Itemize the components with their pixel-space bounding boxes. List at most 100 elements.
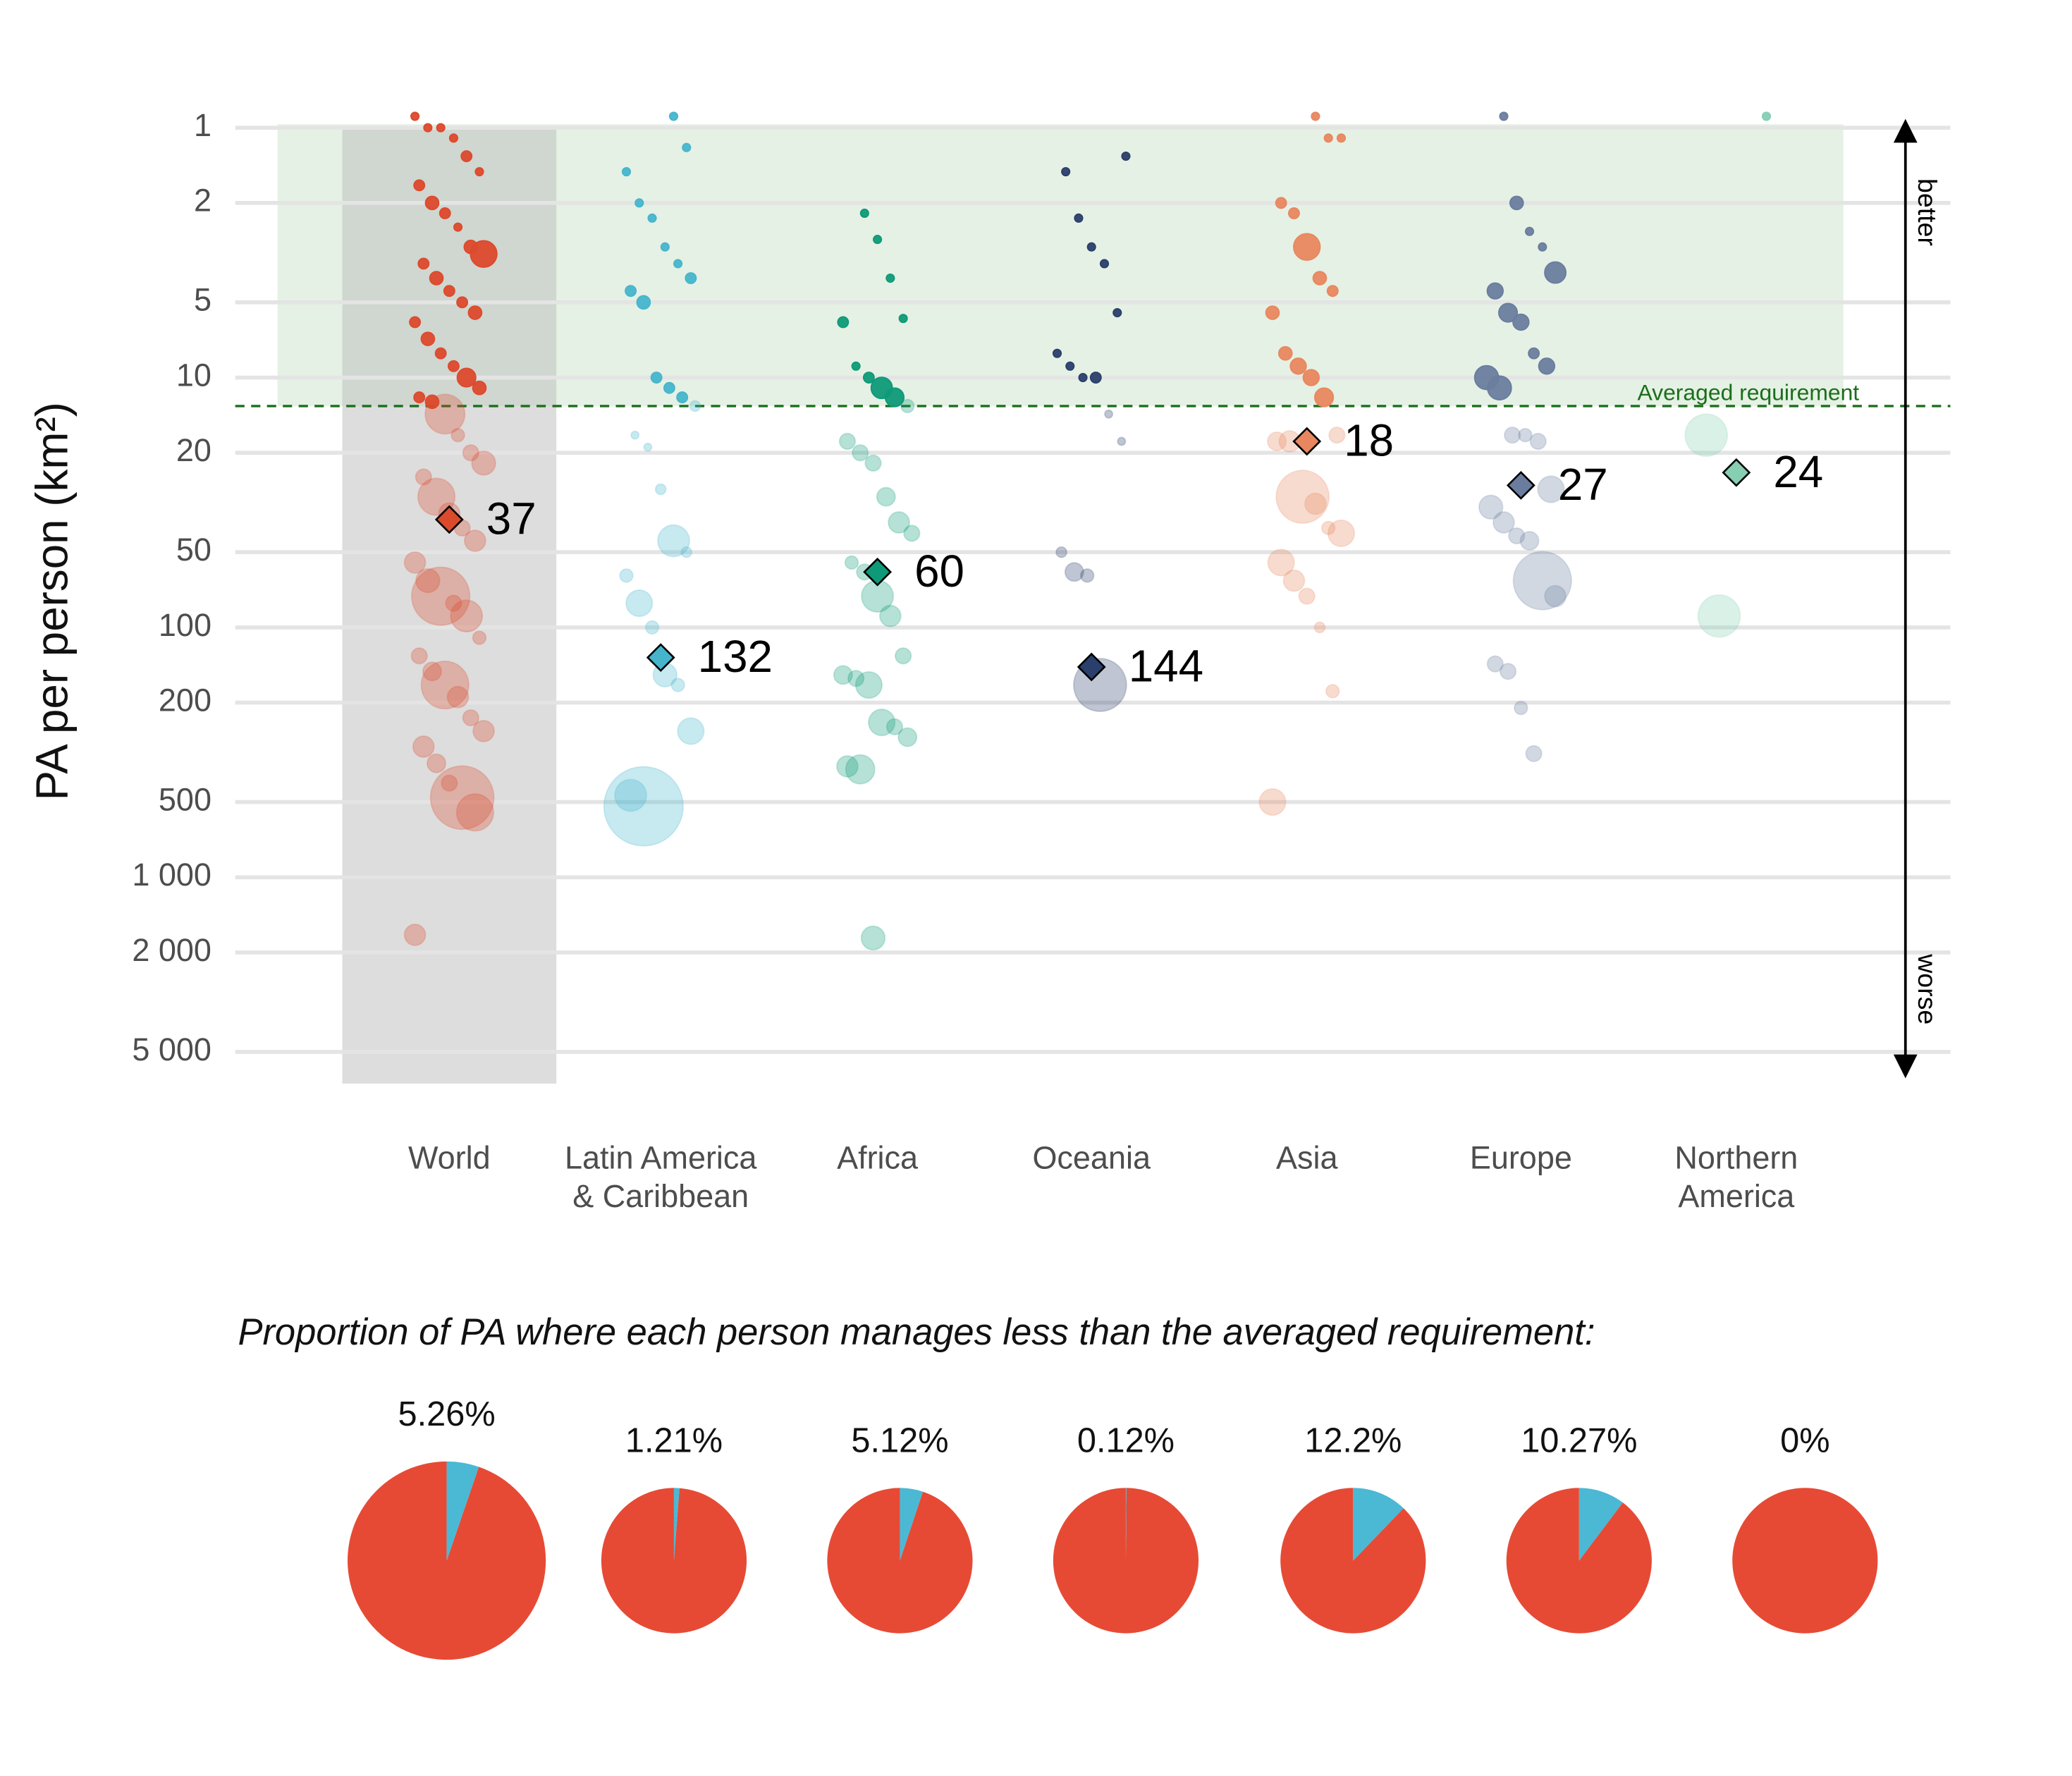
- y-axis-label: PA per person (km²): [27, 402, 78, 800]
- data-point: [424, 195, 440, 211]
- data-point: [1265, 305, 1280, 320]
- data-point: [455, 793, 495, 832]
- data-point: [885, 273, 895, 283]
- data-point: [1327, 519, 1356, 548]
- data-point: [837, 316, 850, 329]
- data-point: [1486, 655, 1504, 673]
- data-point: [1298, 587, 1316, 605]
- data-point: [410, 566, 471, 626]
- data-point: [1518, 427, 1533, 443]
- data-point: [1277, 345, 1293, 361]
- data-point: [1697, 594, 1741, 638]
- data-point: [1267, 549, 1295, 577]
- data-point: [680, 546, 693, 558]
- data-point: [862, 372, 875, 384]
- data-point: [854, 670, 883, 699]
- data-point: [1304, 492, 1327, 515]
- data-point: [1524, 226, 1535, 236]
- data-point: [650, 372, 663, 384]
- data-point: [1282, 569, 1306, 592]
- data-point: [470, 240, 498, 268]
- data-point: [1313, 621, 1326, 634]
- data-point: [654, 483, 667, 496]
- median-marker: [1506, 470, 1535, 500]
- data-point: [424, 393, 466, 435]
- pie-slice: [827, 1488, 973, 1634]
- data-point: [685, 272, 697, 284]
- pie-slice: [673, 1488, 680, 1561]
- data-point: [1538, 357, 1556, 375]
- y-tick-label: 50: [176, 532, 212, 568]
- data-point: [900, 398, 915, 414]
- median-marker: [646, 643, 675, 673]
- data-point: [446, 685, 470, 709]
- data-point: [1508, 527, 1526, 545]
- data-point: [450, 427, 465, 443]
- pie-slice: [1506, 1488, 1652, 1634]
- data-point: [635, 198, 644, 208]
- data-point: [1761, 111, 1772, 121]
- data-point: [1275, 197, 1287, 209]
- data-point: [447, 360, 460, 372]
- data-point: [1499, 111, 1509, 121]
- data-point: [625, 285, 637, 298]
- median-label: 24: [1773, 446, 1823, 497]
- data-point: [413, 391, 426, 404]
- median-marker: [1722, 458, 1751, 487]
- data-point: [852, 444, 869, 462]
- better-label: better: [1913, 178, 1942, 246]
- data-point: [403, 551, 427, 574]
- data-point: [644, 620, 660, 635]
- data-point: [1544, 584, 1567, 608]
- data-point: [1478, 494, 1504, 520]
- data-point: [410, 647, 428, 665]
- y-tick-label: 5 000: [132, 1031, 212, 1067]
- data-point: [1079, 568, 1095, 583]
- data-point: [673, 259, 683, 269]
- data-point: [422, 661, 443, 682]
- data-point: [625, 589, 654, 618]
- data-point: [885, 718, 904, 736]
- data-point: [415, 468, 432, 486]
- x-tick-label: Africa: [837, 1139, 919, 1175]
- data-point: [670, 678, 685, 692]
- median-label: 60: [914, 546, 964, 596]
- data-point: [868, 708, 896, 737]
- data-point: [1538, 242, 1547, 252]
- data-point: [1052, 348, 1062, 358]
- y-tick-label: 10: [176, 357, 212, 393]
- data-point: [429, 271, 444, 286]
- data-point: [888, 511, 910, 534]
- median-label: 144: [1129, 641, 1203, 692]
- y-tick-label: 100: [159, 607, 212, 643]
- data-point: [1529, 432, 1547, 451]
- data-point: [1503, 427, 1521, 444]
- data-point: [682, 142, 692, 152]
- data-point: [660, 242, 670, 252]
- data-point: [420, 331, 436, 346]
- median-marker: [1077, 652, 1106, 682]
- data-point: [472, 630, 487, 645]
- pie-label: 0%: [1780, 1422, 1829, 1460]
- data-point: [878, 604, 902, 627]
- x-tick-label: Oceania: [1032, 1139, 1151, 1175]
- data-point: [903, 525, 921, 542]
- data-point: [647, 213, 657, 223]
- median-marker: [434, 505, 464, 534]
- data-point: [1544, 261, 1567, 284]
- x-tick-label: Latin America & Caribbean: [565, 1139, 757, 1213]
- data-point: [689, 400, 701, 412]
- pie-label: 5.12%: [851, 1422, 948, 1460]
- data-point: [1311, 111, 1320, 121]
- data-point: [1078, 372, 1088, 383]
- data-point: [636, 295, 651, 310]
- data-point: [445, 594, 462, 612]
- data-point: [409, 316, 422, 329]
- pie-slice: [1125, 1488, 1127, 1561]
- data-point: [1302, 369, 1320, 386]
- median-label: 132: [698, 631, 773, 682]
- x-tick-label: Asia: [1276, 1139, 1338, 1175]
- pie-title: Proportion of PA where each person manag…: [238, 1312, 1595, 1353]
- data-point: [1289, 357, 1307, 375]
- data-point: [467, 305, 483, 320]
